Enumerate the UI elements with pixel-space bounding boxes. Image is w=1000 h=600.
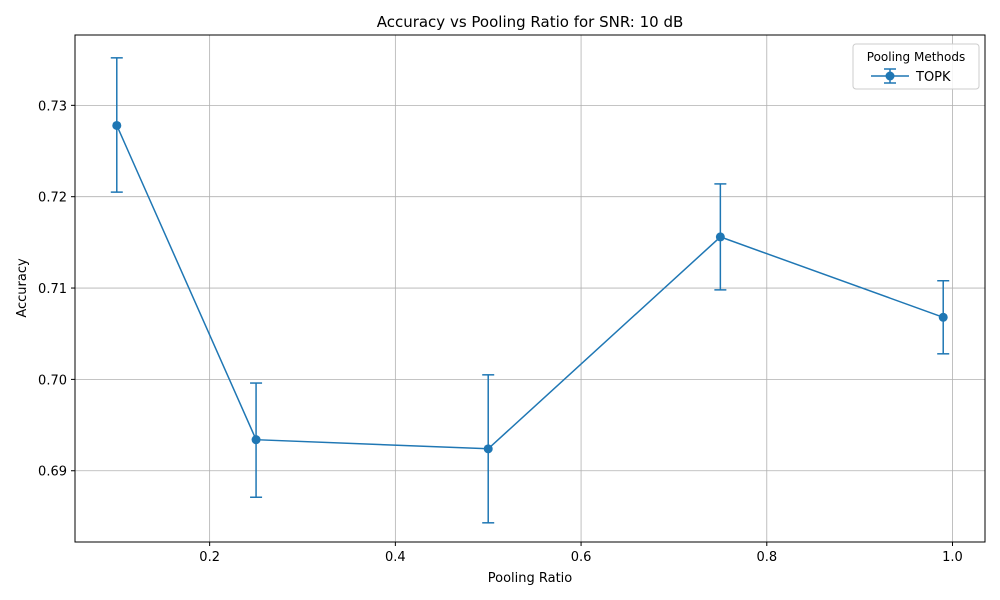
y-tick-label: 0.70 xyxy=(38,373,67,388)
series-layer xyxy=(110,57,950,524)
x-tick-label: 0.8 xyxy=(756,550,777,565)
plot-area xyxy=(75,35,985,542)
x-axis-label: Pooling Ratio xyxy=(488,571,573,586)
legend-marker xyxy=(885,71,895,81)
legend-box xyxy=(852,43,980,90)
legend: Pooling Methods TOPK xyxy=(852,43,980,90)
data-point xyxy=(251,435,261,445)
legend-title: Pooling Methods xyxy=(867,50,965,64)
chart-title: Accuracy vs Pooling Ratio for SNR: 10 dB xyxy=(377,13,684,31)
data-point xyxy=(938,312,948,322)
x-tick-label: 0.2 xyxy=(199,550,220,565)
x-tick-label: 0.6 xyxy=(571,550,592,565)
y-tick-label: 0.73 xyxy=(38,99,67,114)
data-point xyxy=(715,232,725,242)
legend-label-topk: TOPK xyxy=(915,70,951,85)
y-tick-label: 0.72 xyxy=(38,191,67,206)
data-point xyxy=(483,444,493,454)
y-tick-label: 0.69 xyxy=(38,465,67,480)
y-tick-label: 0.71 xyxy=(38,282,67,297)
data-point xyxy=(112,120,122,130)
tick-layer: 0.2 0.4 0.6 0.8 1.0 0.69 0.70 0.71 0.72 0.73 xyxy=(38,99,963,565)
grid xyxy=(75,35,985,542)
y-axis-label: Accuracy xyxy=(15,258,30,318)
x-tick-label: 0.4 xyxy=(385,550,406,565)
x-tick-label: 1.0 xyxy=(942,550,963,565)
